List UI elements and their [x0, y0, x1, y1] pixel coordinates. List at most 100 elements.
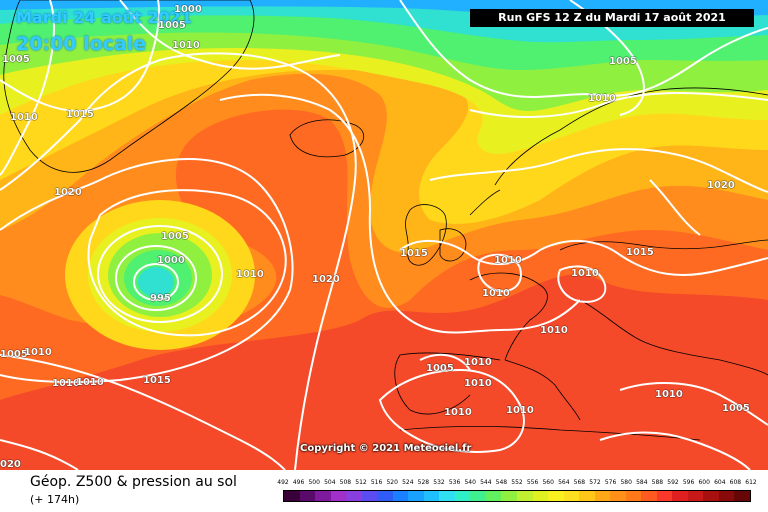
legend-tick: 500 [308, 479, 320, 486]
isobar-label: 1010 [506, 405, 534, 416]
legend-swatch [485, 491, 502, 501]
isobar-label: 1010 [494, 255, 522, 266]
legend-swatch [516, 491, 533, 501]
isobar-label: 1010 [588, 93, 616, 104]
map-title: Géop. Z500 & pression au sol [30, 474, 237, 490]
europe-coasts [394, 87, 768, 441]
legend-tick: 592 [667, 479, 679, 486]
legend-tick: 492 [277, 479, 289, 486]
isobar-label: 1010 [52, 378, 80, 389]
iceland-coast [289, 119, 365, 158]
legend-tick: 572 [589, 479, 601, 486]
legend-swatch [734, 491, 750, 501]
legend-tick: 540 [464, 479, 476, 486]
legend-tick: 600 [698, 479, 710, 486]
isobar-label: 1015 [400, 248, 428, 259]
legend-tick: 564 [558, 479, 570, 486]
legend-swatch [579, 491, 595, 501]
legend-swatch [594, 491, 611, 501]
legend-tick: 516 [370, 479, 383, 486]
legend-swatch [548, 491, 564, 501]
legend-swatch [315, 491, 331, 501]
legend-swatch [501, 491, 517, 501]
map-canvas [0, 0, 768, 470]
legend-tick: 604 [714, 479, 726, 486]
isobar-label: 1010 [10, 112, 38, 123]
legend-swatch [454, 491, 471, 501]
legend-footer: Géop. Z500 & pression au sol (+ 174h) 49… [0, 470, 768, 512]
model-run-label: Run GFS 12 Z du Mardi 17 août 2021 [470, 9, 754, 27]
legend-swatch [656, 491, 673, 501]
isobar-label: 1005 [609, 56, 637, 67]
isobar-label: 1010 [464, 357, 492, 368]
forecast-local-time: 20:00 locale [16, 33, 147, 55]
legend-tick: 532 [433, 479, 445, 486]
copyright-notice: Copyright © 2021 Meteociel.fr [300, 443, 472, 454]
forecast-date: Mardi 24 août 2021 [16, 8, 192, 27]
legend-tick: 528 [417, 479, 430, 486]
legend-swatch [377, 491, 393, 501]
legend-tick: 612 [745, 479, 757, 486]
legend-swatch [330, 491, 347, 501]
legend-tick: 576 [604, 479, 617, 486]
isobar-label: 1010 [540, 325, 568, 336]
legend-tick: 524 [402, 479, 414, 486]
legend-tick: 580 [620, 479, 632, 486]
legend-tick: 504 [324, 479, 336, 486]
isobar-label: 020 [0, 459, 21, 470]
low-core [138, 267, 174, 297]
isobars [0, 0, 768, 470]
legend-swatch [687, 491, 704, 501]
isobar-label: 1005 [0, 349, 28, 360]
forecast-lead-time: (+ 174h) [30, 493, 80, 506]
legend-swatch [408, 491, 424, 501]
legend-tick: 588 [651, 479, 664, 486]
legend-tick: 552 [511, 479, 523, 486]
legend-tick: 568 [573, 479, 586, 486]
isobar-label: 1010 [172, 40, 200, 51]
legend-swatch [346, 491, 362, 501]
isobar-label: 1005 [426, 363, 454, 374]
legend-swatch [625, 491, 642, 501]
legend-tick: 556 [526, 479, 539, 486]
legend-tick: 536 [448, 479, 461, 486]
isobar-label: 1010 [571, 268, 599, 279]
legend-tick-labels: 492 496 500 504 508 512 516 520 524 528 532 536 540 5… [277, 479, 756, 489]
isobar-label: 1010 [464, 378, 492, 389]
isobar-label: 1015 [626, 247, 654, 258]
legend-tick: 560 [542, 479, 554, 486]
greenland-coast [3, 0, 255, 173]
legend-tick: 496 [292, 479, 305, 486]
isobar-label: 1000 [157, 255, 185, 266]
isobar-label: 1005 [158, 20, 186, 31]
isobar-label: 995 [150, 293, 171, 304]
isobar-label: 1020 [312, 274, 340, 285]
isobar-label: 1015 [143, 375, 171, 386]
legend-swatch [641, 491, 657, 501]
legend-swatch [470, 491, 486, 501]
legend-swatch [299, 491, 316, 501]
isobar-label: 1000 [174, 4, 202, 15]
isobar-label: 1010 [482, 288, 510, 299]
legend-swatch [423, 491, 440, 501]
isobar-label: 1010 [236, 269, 264, 280]
isobar-label: 1005 [722, 403, 750, 414]
legend-swatch [672, 491, 688, 501]
isobar-label: 1010 [444, 407, 472, 418]
isobar-label: 1020 [54, 187, 82, 198]
legend-swatch [439, 491, 455, 501]
legend-color-bar [283, 490, 751, 502]
isobar-label: 1015 [66, 109, 94, 120]
legend-swatch [563, 491, 580, 501]
isobar-label: 1020 [707, 180, 735, 191]
isobar-label: 1010 [24, 347, 52, 358]
legend-tick: 584 [636, 479, 648, 486]
legend-swatch [361, 491, 378, 501]
legend-tick: 520 [386, 479, 398, 486]
legend-swatch [718, 491, 735, 501]
legend-tick: 508 [339, 479, 352, 486]
isobar-label: 1010 [76, 377, 104, 388]
legend-swatch [703, 491, 719, 501]
weather-map: Mardi 24 août 2021 20:00 locale Run GFS … [0, 0, 768, 470]
legend-swatch [610, 491, 626, 501]
